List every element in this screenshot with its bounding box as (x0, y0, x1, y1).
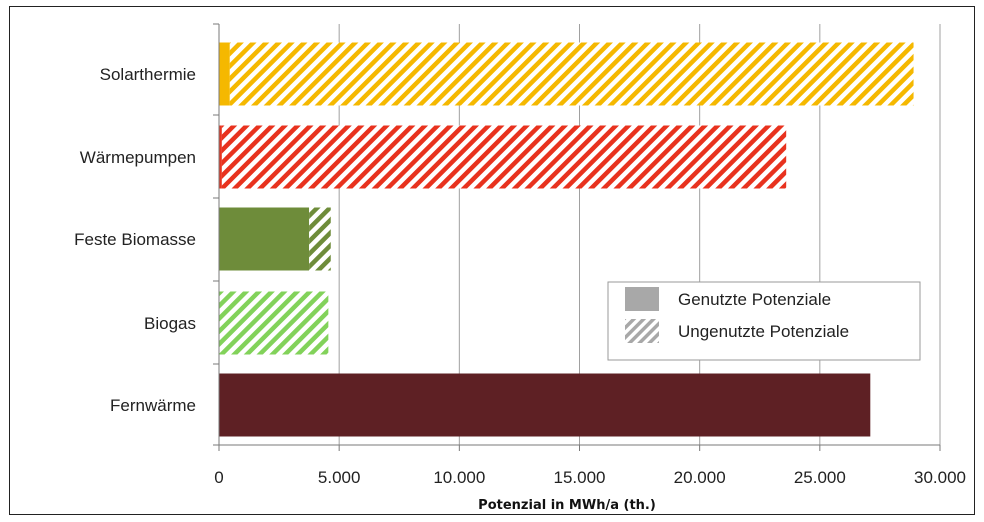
x-tick-label-5000: 5.000 (318, 468, 361, 487)
legend-swatch-ungenutzte-potenziale (625, 319, 659, 343)
category-labels: Solarthermie Wärmepumpen Feste Biomasse Bio… (74, 65, 196, 415)
legend: Genutzte Potenziale Ungenutzte Potenziale (607, 281, 921, 361)
bar-solarthermie-genutzte-potenziale (219, 42, 230, 106)
tick-labels: 0 5.000 10.000 15.000 20.000 25.000 30.000 (214, 468, 966, 487)
x-tick-label-15000: 15.000 (554, 468, 606, 487)
x-tick-label-0: 0 (214, 468, 223, 487)
legend-box (607, 281, 921, 361)
legend-label-ungenutzte-potenziale: Ungenutzte Potenziale (678, 322, 849, 341)
x-tick-label-30000: 30.000 (914, 468, 966, 487)
bar-feste-biomasse-ungenutzte-potenziale (309, 207, 331, 271)
x-tick-label-10000: 10.000 (433, 468, 485, 487)
category-label-feste-biomasse: Feste Biomasse (74, 230, 196, 249)
category-label-warmepumpen: Wärmepumpen (80, 148, 196, 167)
x-axis-title: Potenzial in MWh/a (th.) (478, 498, 656, 513)
x-tick-label-25000: 25.000 (794, 468, 846, 487)
bar-solarthermie-ungenutzte-potenziale (229, 42, 914, 106)
category-label-solarthermie: Solarthermie (100, 65, 196, 84)
x-tick-label-20000: 20.000 (674, 468, 726, 487)
bar-fernwarme-genutzte-potenziale (219, 373, 871, 437)
category-label-fernwarme: Fernwärme (110, 396, 196, 415)
bar-warmepumpen-ungenutzte-potenziale (221, 125, 787, 189)
axes (213, 23, 941, 451)
legend-label-genutzte-potenziale: Genutzte Potenziale (678, 290, 831, 309)
bar-biogas-ungenutzte-potenziale (219, 291, 329, 355)
bar-feste-biomasse-genutzte-potenziale (219, 207, 310, 271)
category-label-biogas: Biogas (144, 314, 196, 333)
legend-swatch-genutzte-potenziale (625, 287, 659, 311)
bars (219, 42, 914, 437)
bar-warmepumpen-genutzte-potenziale (219, 125, 222, 189)
